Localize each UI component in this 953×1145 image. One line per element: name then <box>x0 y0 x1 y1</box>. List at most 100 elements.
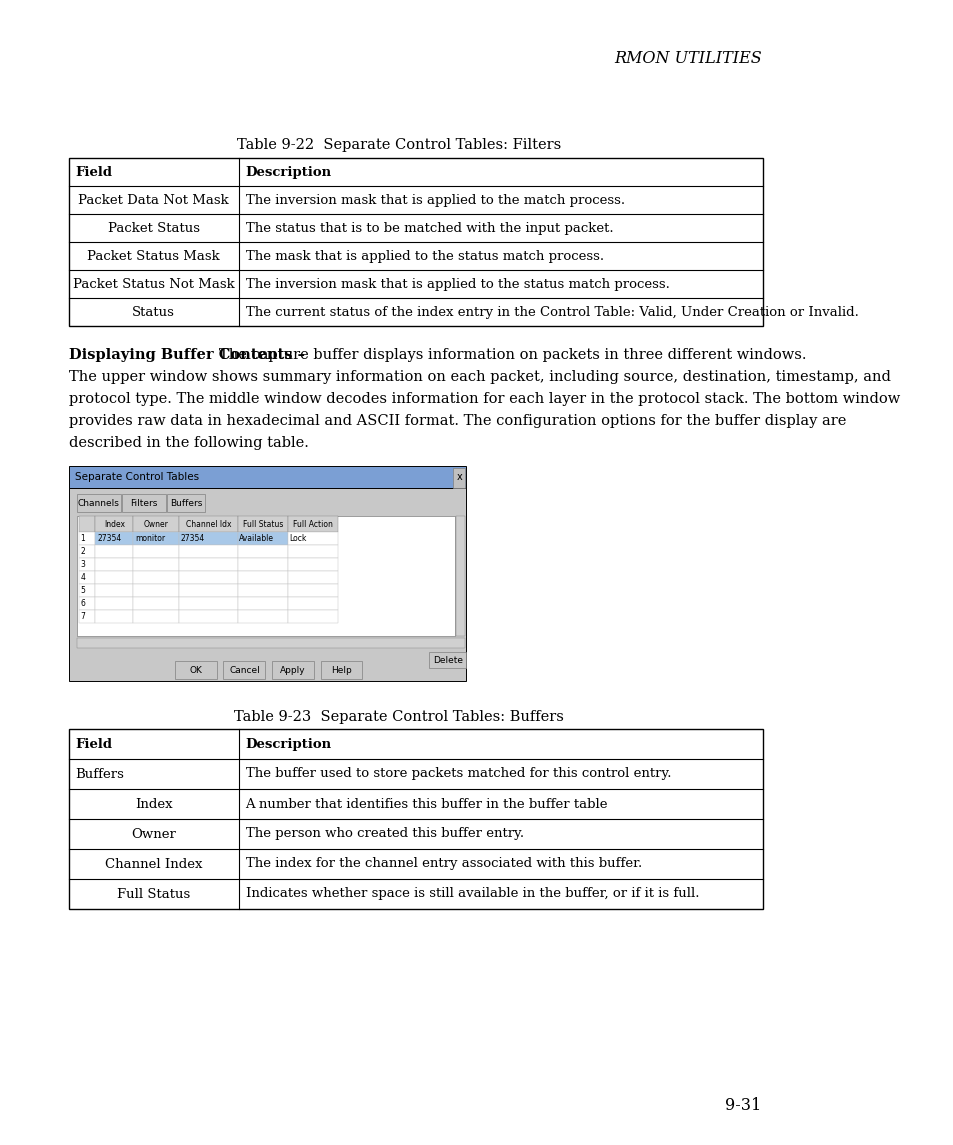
Bar <box>95 545 133 558</box>
Text: 6: 6 <box>80 599 85 608</box>
Text: The inversion mask that is applied to the status match process.: The inversion mask that is applied to th… <box>245 277 669 291</box>
Text: Packet Data Not Mask: Packet Data Not Mask <box>78 194 229 206</box>
Text: 27354: 27354 <box>181 534 205 543</box>
Bar <box>429 652 466 668</box>
Bar <box>179 532 237 545</box>
Bar <box>179 545 237 558</box>
Bar <box>237 516 288 532</box>
Text: Available: Available <box>239 534 274 543</box>
Bar <box>95 610 133 623</box>
Bar <box>288 545 337 558</box>
Text: Channel Index: Channel Index <box>105 858 202 870</box>
Bar <box>237 545 288 558</box>
Text: x: x <box>456 472 462 482</box>
Bar <box>288 584 337 597</box>
Text: Full Status: Full Status <box>242 520 283 529</box>
Text: Index: Index <box>134 798 172 811</box>
Text: A number that identifies this buffer in the buffer table: A number that identifies this buffer in … <box>245 798 607 811</box>
Text: monitor: monitor <box>134 534 165 543</box>
Bar <box>288 558 337 571</box>
Text: The buffer used to store packets matched for this control entry.: The buffer used to store packets matched… <box>245 767 670 781</box>
Text: Packet Status Mask: Packet Status Mask <box>88 250 220 262</box>
Bar <box>95 571 133 584</box>
Bar <box>133 545 179 558</box>
Bar <box>288 516 337 532</box>
Text: Full Action: Full Action <box>293 520 333 529</box>
Bar <box>237 571 288 584</box>
Bar <box>69 488 466 681</box>
Bar <box>237 584 288 597</box>
Text: Displaying Buffer Contents –: Displaying Buffer Contents – <box>69 348 310 362</box>
Text: Description: Description <box>245 166 332 179</box>
Bar <box>133 610 179 623</box>
Text: The upper window shows summary information on each packet, including source, des: The upper window shows summary informati… <box>69 370 889 384</box>
Text: The capture buffer displays information on packets in three different windows.: The capture buffer displays information … <box>219 348 806 362</box>
Text: Owner: Owner <box>132 828 176 840</box>
Bar <box>133 584 179 597</box>
Text: The mask that is applied to the status match process.: The mask that is applied to the status m… <box>245 250 603 262</box>
Bar <box>179 516 237 532</box>
Bar <box>78 532 95 545</box>
Bar <box>320 661 362 679</box>
Bar <box>288 597 337 610</box>
Bar <box>78 516 95 532</box>
Bar <box>288 532 337 545</box>
Bar <box>237 532 288 545</box>
Bar <box>78 545 95 558</box>
Bar <box>179 610 237 623</box>
Text: Apply: Apply <box>280 665 306 674</box>
Bar <box>288 610 337 623</box>
Bar <box>237 597 288 610</box>
Bar <box>272 661 314 679</box>
Text: Buffers: Buffers <box>75 767 124 781</box>
Bar <box>95 558 133 571</box>
Text: 7: 7 <box>80 611 85 621</box>
Text: Description: Description <box>245 737 332 750</box>
Bar <box>179 584 237 597</box>
Bar <box>78 558 95 571</box>
Text: Indicates whether space is still available in the buffer, or if it is full.: Indicates whether space is still availab… <box>245 887 699 900</box>
Text: The current status of the index entry in the Control Table: Valid, Under Creatio: The current status of the index entry in… <box>245 306 858 318</box>
Text: Owner: Owner <box>144 520 169 529</box>
Text: RMON UTILITIES: RMON UTILITIES <box>614 49 760 66</box>
Text: protocol type. The middle window decodes information for each layer in the proto: protocol type. The middle window decodes… <box>69 392 899 406</box>
Bar <box>237 558 288 571</box>
Text: 5: 5 <box>80 586 85 595</box>
Text: Full Status: Full Status <box>117 887 191 900</box>
Text: Table 9-23  Separate Control Tables: Buffers: Table 9-23 Separate Control Tables: Buff… <box>234 710 563 724</box>
Text: The index for the channel entry associated with this buffer.: The index for the channel entry associat… <box>245 858 641 870</box>
Text: Packet Status: Packet Status <box>108 221 199 235</box>
Text: Help: Help <box>331 665 352 674</box>
Bar <box>78 571 95 584</box>
Text: Separate Control Tables: Separate Control Tables <box>75 472 199 482</box>
Text: Table 9-22  Separate Control Tables: Filters: Table 9-22 Separate Control Tables: Filt… <box>237 139 560 152</box>
Bar <box>69 158 762 326</box>
Bar <box>78 610 95 623</box>
Bar <box>69 466 466 488</box>
Bar <box>95 597 133 610</box>
Text: Index: Index <box>104 520 125 529</box>
Text: provides raw data in hexadecimal and ASCII format. The configuration options for: provides raw data in hexadecimal and ASC… <box>69 414 845 428</box>
Bar <box>77 638 464 648</box>
Text: Filters: Filters <box>131 498 157 507</box>
Text: Delete: Delete <box>433 655 462 664</box>
Text: The person who created this buffer entry.: The person who created this buffer entry… <box>245 828 523 840</box>
Bar <box>167 493 205 512</box>
Text: described in the following table.: described in the following table. <box>69 436 308 450</box>
Bar <box>78 584 95 597</box>
Text: Field: Field <box>75 737 112 750</box>
Bar <box>77 493 120 512</box>
Text: The inversion mask that is applied to the match process.: The inversion mask that is applied to th… <box>245 194 624 206</box>
Bar <box>237 610 288 623</box>
Bar <box>95 516 133 532</box>
Bar <box>456 516 464 635</box>
Text: Channel Idx: Channel Idx <box>186 520 231 529</box>
Bar <box>95 584 133 597</box>
Bar <box>223 661 265 679</box>
Bar <box>288 571 337 584</box>
Bar <box>179 571 237 584</box>
Bar <box>133 571 179 584</box>
Bar <box>78 597 95 610</box>
Text: Lock: Lock <box>290 534 307 543</box>
Bar <box>122 493 166 512</box>
